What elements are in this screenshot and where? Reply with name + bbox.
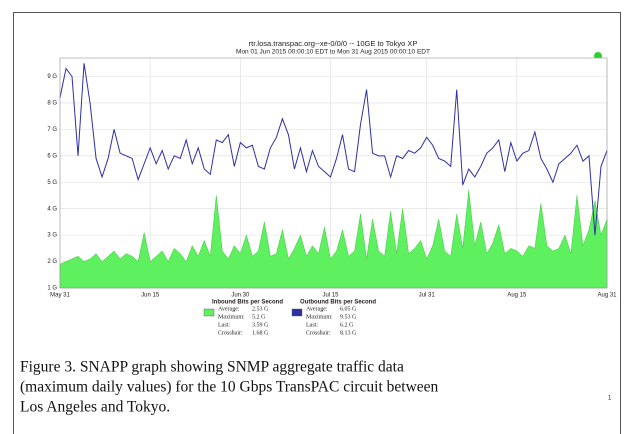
stat-label: Average: — [306, 306, 328, 312]
y-tick-label: 2 G — [47, 259, 57, 265]
inbound-area — [59, 190, 608, 289]
chart-subtitle: Mon 01 Jun 2015 00:00:10 EDT to Mon 31 A… — [236, 49, 430, 56]
stat-value: 5.2 G — [252, 314, 266, 320]
y-tick-label: 8 G — [47, 101, 57, 107]
caption-line: Figure 3. SNAPP graph showing SNMP aggre… — [20, 359, 404, 376]
x-tick-label: May 31 — [50, 293, 70, 299]
stat-value: 9.53 G — [340, 314, 357, 320]
caption-line: (maximum daily values) for the 10 Gbps T… — [20, 379, 439, 396]
stat-label: Maximum: — [306, 314, 333, 320]
stat-label: Crosshair: — [306, 330, 331, 336]
stat-label: Last: — [306, 322, 318, 328]
stat-label: Crosshair: — [218, 330, 243, 336]
y-tick-label: 1 G — [47, 286, 57, 292]
outbound-line — [59, 63, 608, 236]
legend-swatch — [203, 308, 215, 317]
stat-value: 6.2 G — [340, 322, 354, 328]
page-number: 1 — [608, 396, 612, 402]
legend-label: Inbound Bits per Second — [212, 300, 283, 306]
plot-border — [59, 57, 608, 289]
chart-title: rtr.losa.transpac.org--xe-0/0/0 -- 10GE … — [249, 39, 418, 48]
legend-label: Outbound Bits per Second — [300, 300, 376, 306]
stat-label: Average: — [218, 306, 240, 312]
y-tick-label: 5 G — [47, 180, 57, 186]
stat-value: 2.53 G — [252, 306, 269, 312]
y-tick-label: 6 G — [47, 153, 57, 159]
caption-line: Los Angeles and Tokyo. — [20, 399, 170, 416]
stat-value: 8.13 G — [340, 330, 357, 336]
legend-swatch — [291, 308, 303, 317]
stat-value: 1.68 G — [252, 330, 269, 336]
x-tick-label: Aug 31 — [597, 293, 617, 299]
stat-value: 6.05 G — [340, 306, 357, 312]
x-tick-label: Jun 15 — [141, 293, 160, 299]
y-tick-label: 4 G — [47, 206, 57, 212]
y-tick-label: 9 G — [47, 74, 57, 80]
x-tick-label: Aug 15 — [507, 293, 527, 299]
x-tick-label: Jul 15 — [322, 293, 339, 299]
stat-value: 3.59 G — [252, 322, 269, 328]
x-tick-label: Jun 30 — [231, 293, 250, 299]
y-tick-label: 3 G — [47, 233, 57, 239]
plot-area — [60, 58, 607, 288]
stat-label: Last: — [218, 322, 230, 328]
x-tick-label: Jul 31 — [419, 293, 436, 299]
stat-label: Maximum: — [218, 314, 245, 320]
y-tick-label: 7 G — [47, 127, 57, 133]
